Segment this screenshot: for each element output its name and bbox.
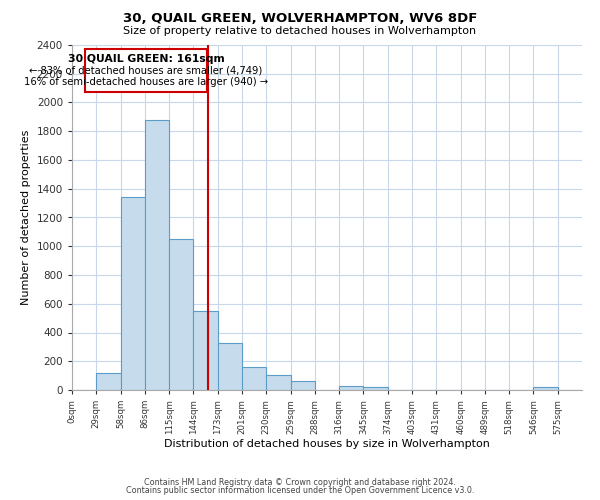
Bar [169,239,193,390]
Bar [193,311,218,390]
Bar [339,386,364,390]
Bar [242,367,266,390]
Text: 30 QUAIL GREEN: 161sqm: 30 QUAIL GREEN: 161sqm [68,54,224,64]
Text: 30, QUAIL GREEN, WOLVERHAMPTON, WV6 8DF: 30, QUAIL GREEN, WOLVERHAMPTON, WV6 8DF [123,12,477,25]
Bar [290,382,315,390]
Bar [85,50,207,92]
Bar [266,375,290,390]
Text: 16% of semi-detached houses are larger (940) →: 16% of semi-detached houses are larger (… [24,78,268,88]
Text: Contains HM Land Registry data © Crown copyright and database right 2024.: Contains HM Land Registry data © Crown c… [144,478,456,487]
Bar [364,387,388,390]
Bar [96,373,121,390]
Text: ← 83% of detached houses are smaller (4,749): ← 83% of detached houses are smaller (4,… [29,66,263,76]
Bar [533,387,558,390]
Y-axis label: Number of detached properties: Number of detached properties [21,130,31,305]
Text: Contains public sector information licensed under the Open Government Licence v3: Contains public sector information licen… [126,486,474,495]
Bar [145,120,169,390]
Bar [121,198,145,390]
X-axis label: Distribution of detached houses by size in Wolverhampton: Distribution of detached houses by size … [164,440,490,450]
Bar [218,342,242,390]
Text: Size of property relative to detached houses in Wolverhampton: Size of property relative to detached ho… [124,26,476,36]
